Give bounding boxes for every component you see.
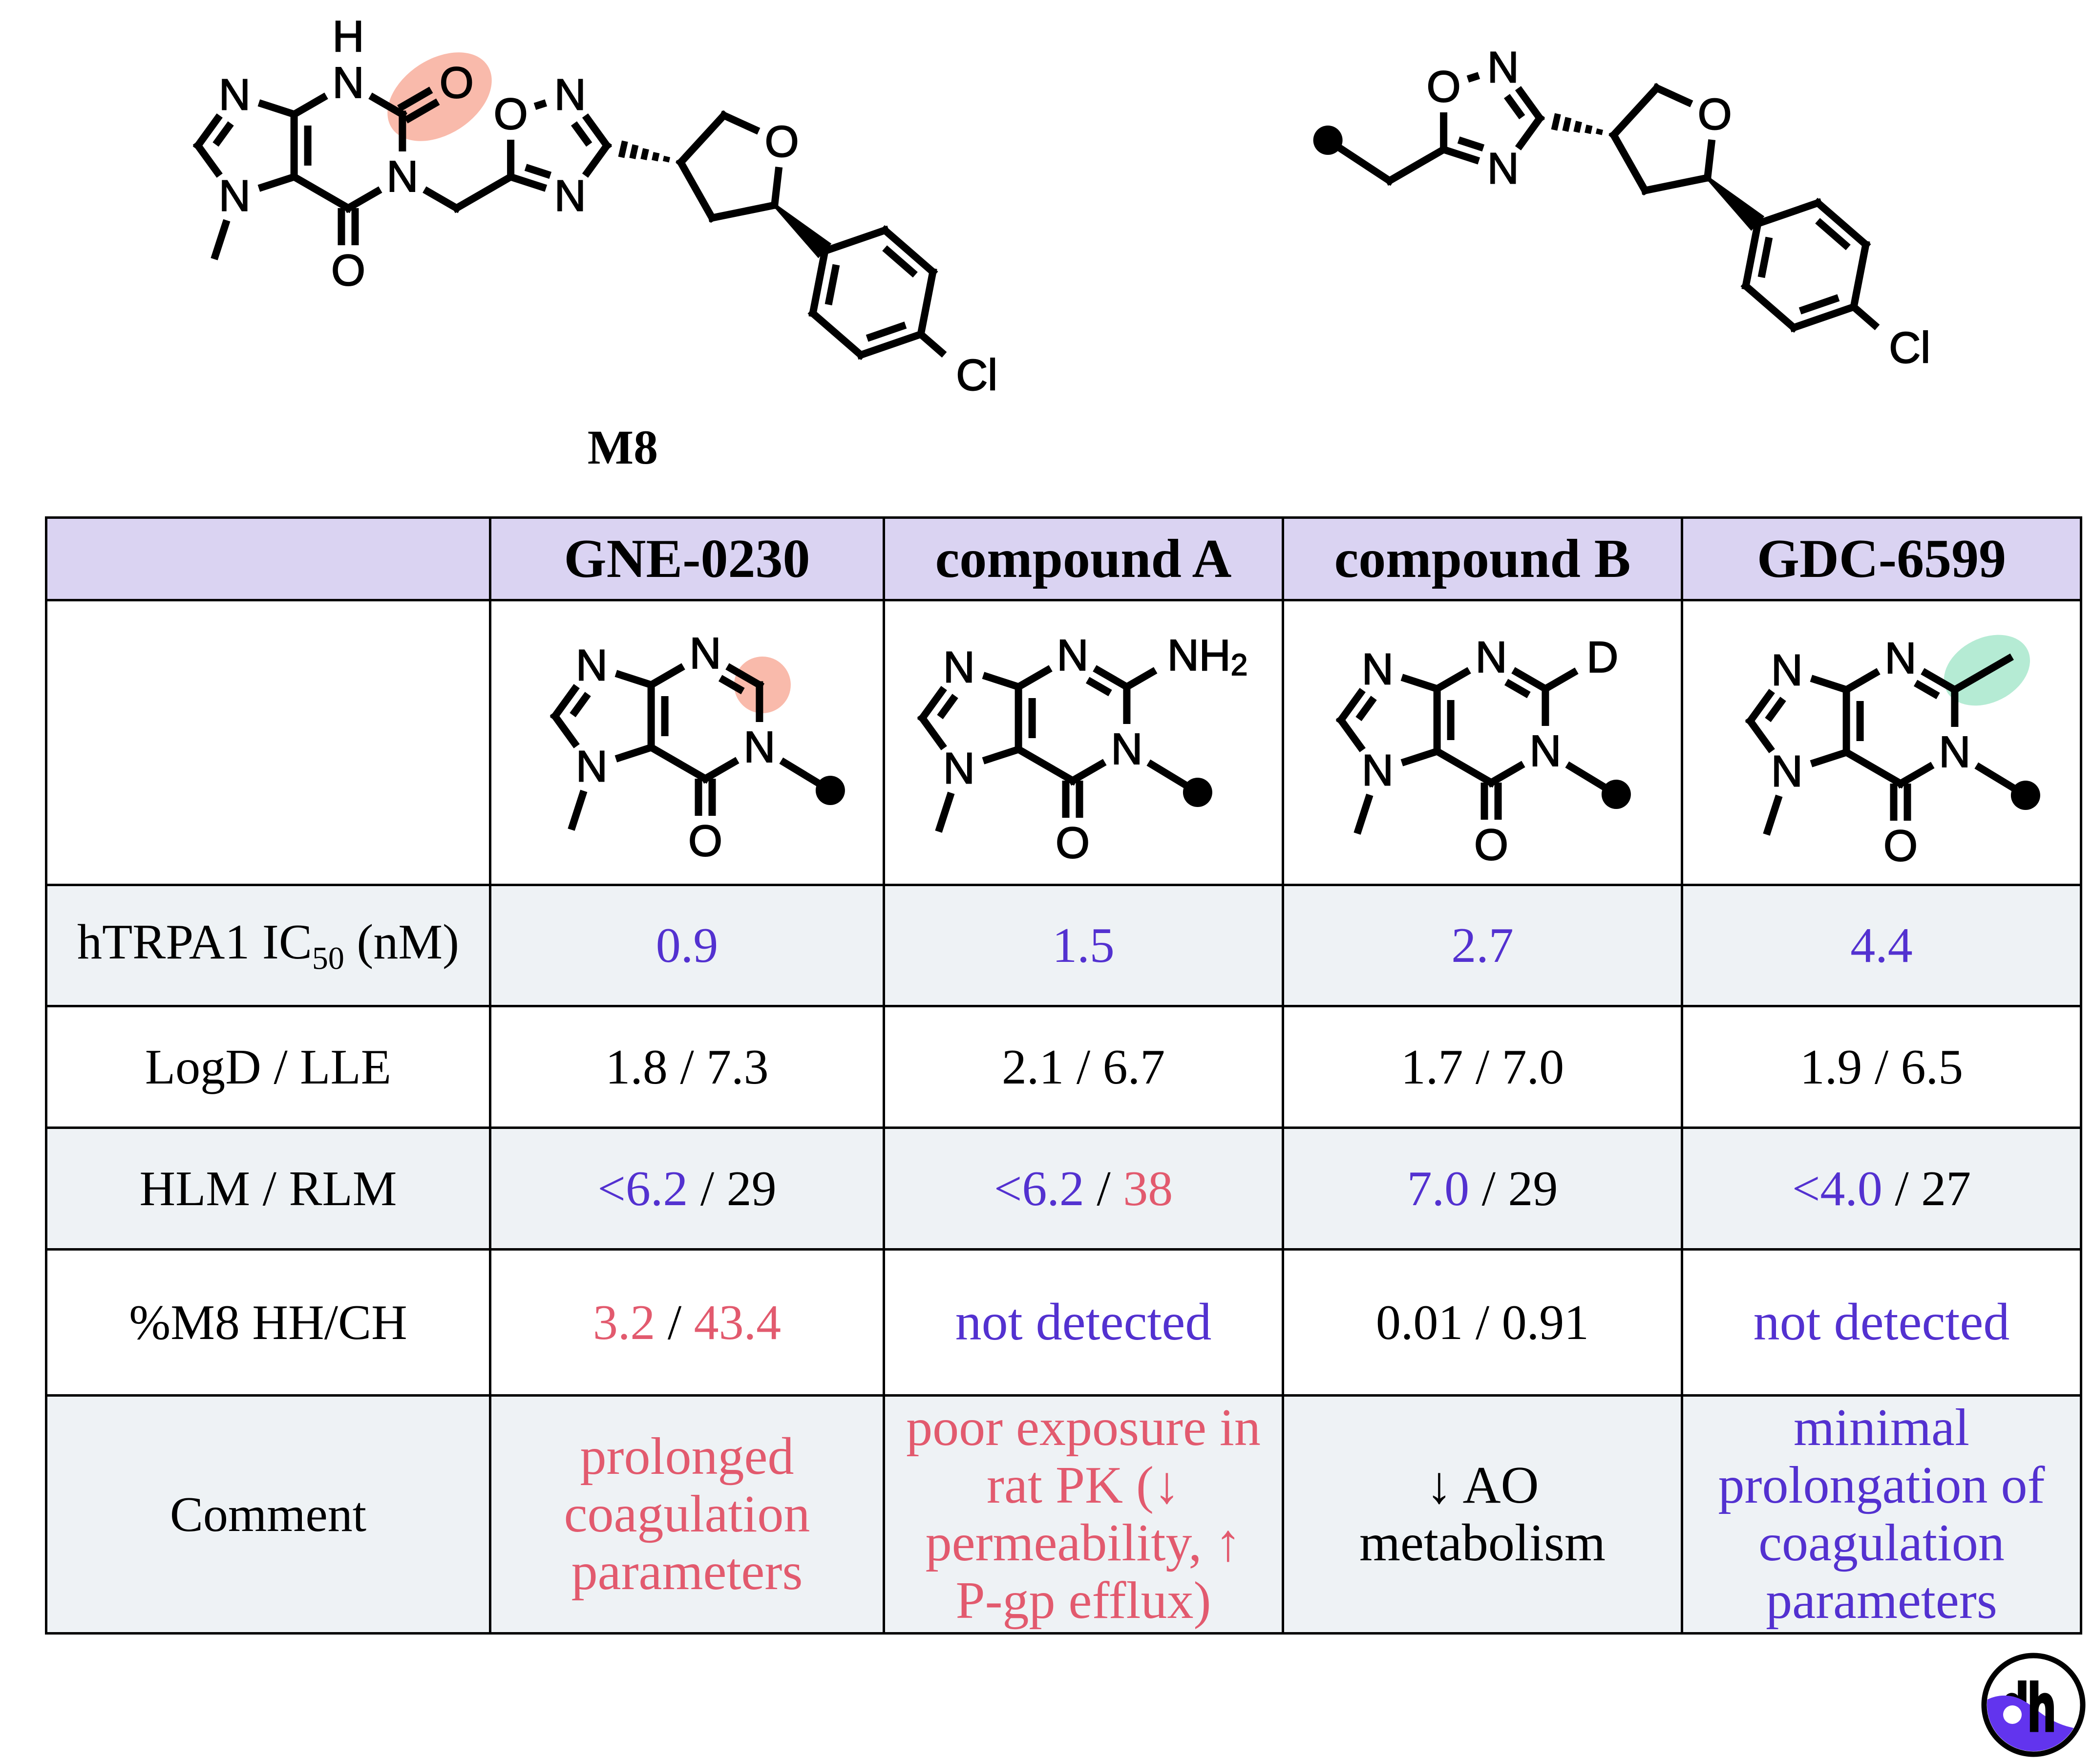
svg-text:O: O: [440, 59, 474, 107]
svg-text:O: O: [1474, 821, 1508, 870]
svg-text:Cl: Cl: [1889, 323, 1930, 372]
svg-text:N: N: [1771, 646, 1803, 695]
svg-text:h: h: [2028, 1670, 2055, 1744]
svg-text:N: N: [1362, 645, 1394, 694]
svg-text:N: N: [554, 172, 586, 221]
svg-text:O: O: [331, 246, 365, 295]
svg-text:N: N: [743, 723, 775, 772]
svg-text:N: N: [1885, 634, 1917, 683]
svg-text:O: O: [1056, 819, 1090, 868]
svg-text:N: N: [386, 152, 418, 201]
svg-text:N: N: [1939, 728, 1970, 777]
svg-text:N: N: [1057, 631, 1089, 680]
svg-text:N: N: [1529, 727, 1561, 776]
svg-text:O: O: [1427, 63, 1461, 111]
svg-text:N: N: [333, 59, 364, 107]
svg-text:N: N: [219, 70, 251, 119]
svg-text:O: O: [1883, 822, 1918, 871]
svg-text:N: N: [554, 70, 586, 119]
svg-text:H: H: [333, 12, 364, 61]
svg-text:O: O: [765, 117, 799, 166]
svg-text:N: N: [1362, 746, 1394, 795]
svg-text:N: N: [1487, 43, 1519, 92]
svg-text:N: N: [576, 641, 608, 690]
svg-text:N: N: [1476, 633, 1507, 682]
svg-text:N: N: [1487, 145, 1519, 193]
svg-text:N: N: [943, 744, 975, 793]
svg-text:N: N: [219, 172, 251, 221]
svg-text:N: N: [1111, 725, 1142, 774]
svg-text:N: N: [943, 643, 975, 692]
svg-text:O: O: [494, 90, 528, 139]
svg-text:Cl: Cl: [956, 351, 997, 400]
svg-text:O: O: [1698, 90, 1732, 139]
svg-text:N: N: [576, 743, 608, 791]
svg-text:O: O: [688, 817, 722, 866]
svg-text:N: N: [690, 629, 721, 678]
svg-text:N: N: [1771, 747, 1803, 796]
svg-text:D: D: [1586, 633, 1618, 682]
svg-text:NH2: NH2: [1167, 631, 1247, 682]
